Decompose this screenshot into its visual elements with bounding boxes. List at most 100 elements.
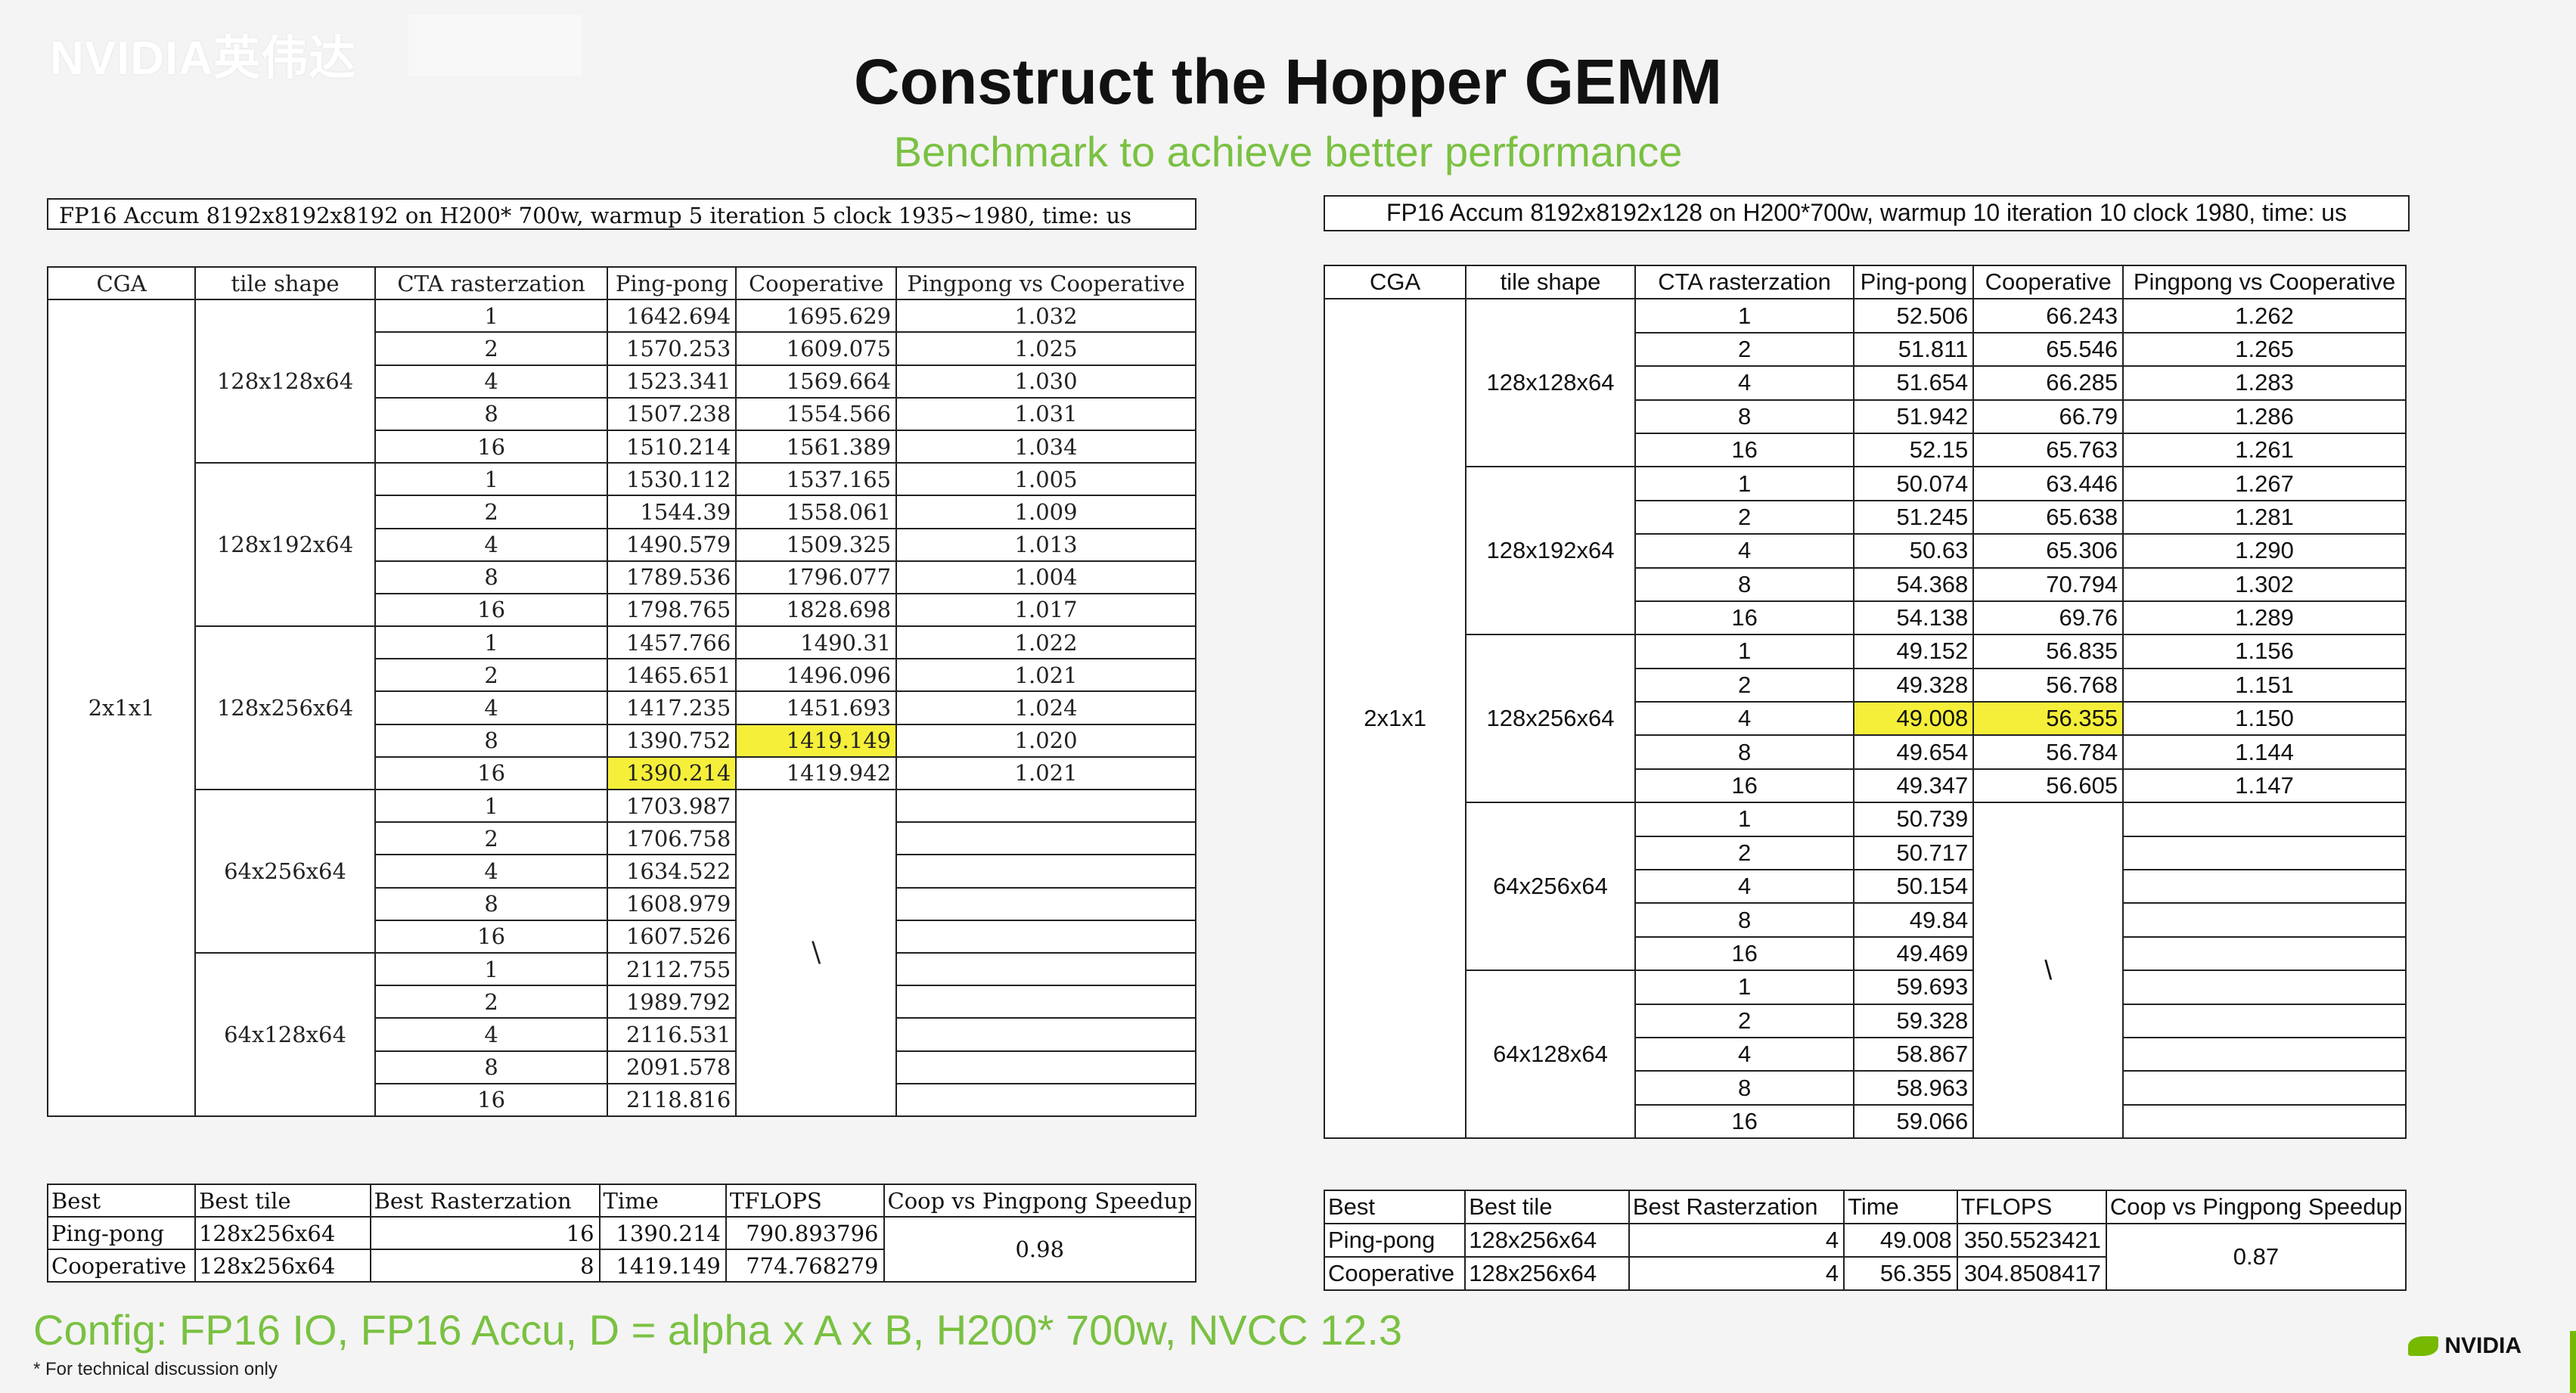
tile-shape-cell: 64x128x64 [1465, 970, 1636, 1140]
summary-tflops: 774.768279 [725, 1249, 885, 1283]
summary-header-row: Best Best tile Best Rasterzation Time TFLOPS… [1323, 1190, 2407, 1224]
pingpong-cell: 49.008 [1853, 701, 1975, 737]
cooperative-cell: 65.546 [1972, 331, 2124, 368]
summary-header-row: Best Best tile Best Rasterzation Time TFLOPS… [47, 1184, 1196, 1218]
ratio-cell: 1.020 [895, 723, 1196, 758]
raster-cell: 16 [374, 755, 609, 791]
table-row: 16 52.15 65.763 1.261 [1324, 432, 2407, 468]
pingpong-cell: 54.138 [1853, 600, 1975, 636]
summary-time: 1390.214 [598, 1216, 727, 1250]
table-row: 128x256x64 1 1457.766 1490.31 1.022 [48, 625, 1196, 790]
raster-cell: 8 [1634, 1070, 1855, 1106]
pingpong-cell: 1390.752 [607, 723, 737, 758]
raster-cell: 1 [1634, 634, 1855, 669]
speedup-cell: 0.98 [883, 1216, 1196, 1283]
pingpong-cell: 1490.579 [607, 527, 737, 562]
summary-raster: 4 [1628, 1223, 1845, 1258]
table-row: 8 1608.979 [48, 886, 1196, 921]
empty-ratio-cell [895, 886, 1196, 921]
raster-cell: 16 [1634, 768, 1855, 804]
cooperative-cell: 66.285 [1972, 365, 2124, 401]
cooperative-cell: 1828.698 [735, 592, 898, 628]
raster-cell: 16 [1634, 600, 1855, 636]
ratio-cell: 1.021 [895, 658, 1196, 693]
pingpong-cell: 59.693 [1853, 970, 1975, 1005]
ratio-cell: 1.283 [2122, 365, 2407, 401]
empty-cooperative-cell: \ [735, 789, 898, 1117]
ratio-cell: 1.289 [2122, 600, 2407, 636]
summary-row: Cooperative 128x256x64 4 56.355 304.8508417 [1323, 1256, 2406, 1291]
cooperative-cell: 70.794 [1972, 566, 2124, 602]
pingpong-cell: 1989.792 [607, 985, 737, 1019]
right-table-caption: FP16 Accum 8192x8192x128 on H200*700w, w… [1324, 195, 2410, 231]
table-row: 64x128x64 1 2112.755 [48, 951, 1196, 1117]
table-row: 2 1989.792 [48, 985, 1196, 1019]
summary-raster: 8 [369, 1249, 601, 1283]
summary-header: Time [598, 1184, 727, 1218]
raster-cell: 2 [374, 331, 609, 366]
pingpong-cell: 51.245 [1853, 499, 1975, 535]
edge-accent [2570, 1331, 2576, 1393]
table-row: 4 2116.531 [48, 1017, 1196, 1052]
ratio-cell: 1.281 [2122, 499, 2407, 535]
column-header: Cooperative [1972, 264, 2124, 300]
empty-ratio-cell [895, 985, 1196, 1019]
tile-shape-cell: 128x256x64 [194, 625, 376, 790]
pingpong-cell: 49.654 [1853, 734, 1975, 770]
cooperative-cell: 1509.325 [735, 527, 898, 562]
cga-cell: 2x1x1 [1323, 298, 1467, 1140]
raster-cell: 4 [374, 364, 609, 399]
footnote: * For technical discussion only [33, 1359, 278, 1379]
page-subtitle: Benchmark to achieve better performance [893, 128, 1683, 175]
table-row: 2x1x1 128x128x64 1 52.506 66.243 1.262 [1323, 298, 2407, 1140]
right-benchmark-table: CGA tile shape CTA rasterzation Ping-pong Co… [1323, 264, 2407, 1140]
raster-cell: 1 [1634, 466, 1855, 501]
cooperative-cell: 63.446 [1972, 466, 2124, 501]
pingpong-cell: 1510.214 [607, 429, 737, 464]
summary-time: 56.355 [1843, 1256, 1958, 1291]
ratio-cell: 1.261 [2122, 432, 2407, 468]
raster-cell: 8 [374, 886, 609, 921]
column-header: Cooperative [735, 265, 898, 301]
tile-shape-cell: 64x128x64 [194, 951, 376, 1117]
cooperative-cell: 56.605 [1972, 768, 2124, 804]
cooperative-cell: 69.76 [1972, 600, 2124, 636]
empty-ratio-cell [2122, 1003, 2407, 1038]
summary-tile: 128x256x64 [194, 1249, 371, 1283]
watermark: NVIDIA英伟达 [50, 33, 357, 85]
cooperative-cell: 1554.566 [735, 396, 898, 431]
tile-shape-cell: 128x128x64 [1465, 298, 1636, 468]
pingpong-cell: 50.154 [1853, 869, 1975, 904]
raster-cell: 8 [374, 560, 609, 594]
table-row: 128x256x64 1 49.152 56.835 1.156 [1324, 634, 2407, 804]
empty-ratio-cell [2122, 835, 2407, 871]
raster-cell: 8 [1634, 399, 1855, 434]
table-row: 8 1789.536 1796.077 1.004 [48, 560, 1196, 594]
table-row: 64x128x64 1 59.693 [1324, 970, 2407, 1140]
tile-shape-cell: 64x256x64 [194, 789, 376, 954]
empty-ratio-cell [2122, 935, 2407, 972]
table-row: 2x1x1 128x128x64 1 1642.694 1695.629 1.032 [46, 299, 1196, 1117]
cooperative-cell: 66.79 [1972, 399, 2124, 434]
table-row: 128x192x64 1 1530.112 1537.165 1.005 [48, 462, 1196, 628]
table-row: 8 2091.578 [48, 1050, 1196, 1084]
pingpong-cell: 50.717 [1853, 835, 1975, 871]
empty-ratio-cell [2122, 902, 2407, 938]
table-row: 4 1634.522 [48, 854, 1196, 889]
raster-cell: 4 [374, 854, 609, 889]
left-summary-table: Best Best tile Best Rasterzation Time TFLOPS… [47, 1184, 1196, 1283]
tile-shape-cell: 128x192x64 [194, 462, 376, 628]
pingpong-cell: 1544.39 [607, 495, 737, 529]
cooperative-cell: 1569.664 [735, 364, 898, 399]
pingpong-cell: 59.328 [1853, 1003, 1975, 1038]
table-row: 2 1570.253 1609.075 1.025 [48, 331, 1196, 366]
cooperative-cell: 65.638 [1972, 499, 2124, 535]
pingpong-cell: 2116.531 [607, 1017, 737, 1052]
ratio-cell: 1.022 [895, 625, 1196, 660]
table-row: 2 51.811 65.546 1.265 [1324, 331, 2407, 368]
table-row: 8 51.942 66.79 1.286 [1324, 399, 2407, 434]
raster-cell: 2 [1634, 835, 1855, 871]
column-header: Pingpong vs Cooperative [895, 265, 1196, 301]
table-row: 16 49.347 56.605 1.147 [1324, 768, 2407, 804]
table-row: 4 58.867 [1324, 1036, 2407, 1072]
